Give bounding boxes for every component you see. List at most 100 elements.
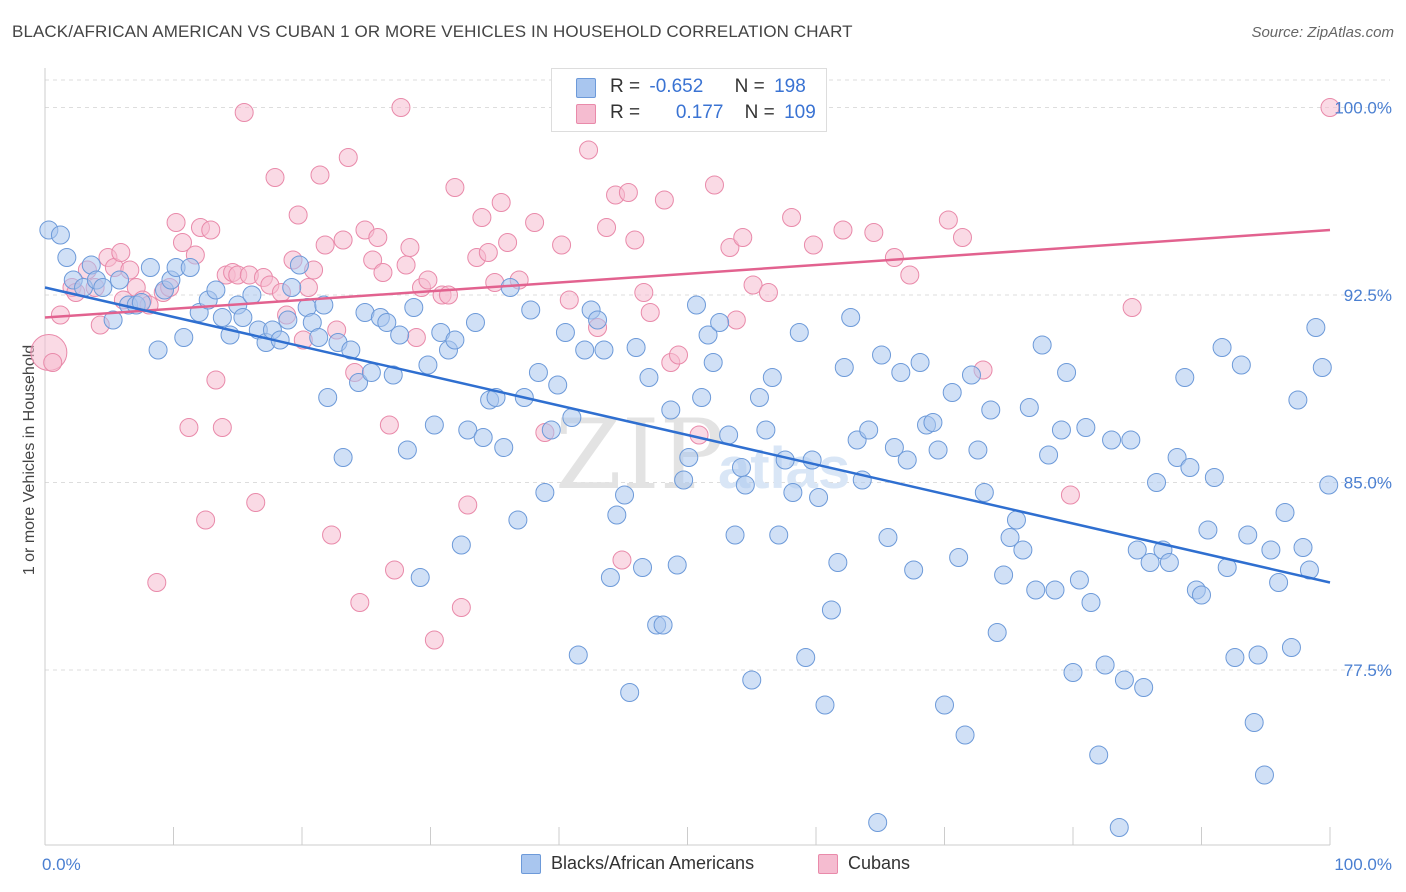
- blacks-point: [667, 555, 687, 575]
- blacks-point: [872, 345, 892, 365]
- blacks-point: [703, 353, 723, 372]
- blacks-point: [575, 340, 595, 360]
- blacks-point: [1254, 765, 1274, 785]
- source-note: Source: ZipAtlas.com: [1251, 24, 1394, 41]
- blacks-point: [762, 368, 782, 387]
- blacks-points: [39, 220, 1339, 837]
- blacks-point: [923, 413, 943, 432]
- blacks-point: [1248, 645, 1268, 665]
- axes: [44, 68, 1331, 846]
- blacks-point: [1167, 448, 1187, 467]
- blacks-point: [1180, 458, 1200, 477]
- cubans-point: [445, 178, 465, 197]
- blacks-point: [233, 308, 253, 327]
- cubans-point: [288, 205, 308, 225]
- blacks-point: [333, 448, 353, 467]
- cubans-point: [478, 243, 498, 262]
- cubans-point: [579, 140, 599, 160]
- blacks-point: [620, 683, 640, 702]
- blacks-point: [1006, 510, 1026, 530]
- blacks-point: [1000, 528, 1020, 547]
- blacks-point: [742, 670, 762, 690]
- blacks-point: [828, 553, 848, 572]
- blacks-point: [692, 388, 712, 407]
- blacks-point: [1212, 338, 1232, 357]
- blacks-point: [180, 258, 200, 277]
- blacks-point: [981, 400, 1001, 420]
- blacks-point: [140, 258, 160, 277]
- cubans-point: [111, 243, 131, 262]
- blacks-point: [1121, 430, 1141, 450]
- blacks-point: [242, 285, 262, 305]
- cubans-point: [406, 328, 426, 347]
- cubans-point: [43, 353, 63, 372]
- cubans-point: [884, 248, 904, 267]
- blacks-point: [1244, 713, 1264, 732]
- cubans-point: [179, 418, 199, 437]
- blacks-point: [1051, 420, 1071, 440]
- blacks-point: [541, 420, 561, 440]
- blacks-point: [639, 368, 659, 387]
- blacks-point: [1306, 318, 1326, 337]
- cubans-point: [720, 238, 740, 257]
- cubans-point: [612, 550, 632, 570]
- blacks-point: [910, 353, 930, 372]
- cubans-point: [782, 208, 802, 227]
- blacks-point: [349, 373, 369, 392]
- blacks-point: [1293, 538, 1313, 557]
- blacks-point: [1147, 473, 1167, 492]
- blacks-point: [1013, 540, 1033, 560]
- cubans-point: [743, 275, 763, 295]
- blacks-point: [410, 568, 430, 587]
- blacks-point: [1109, 818, 1129, 837]
- blacks-point: [1281, 638, 1301, 657]
- blacks-point: [1019, 398, 1039, 417]
- blacks-point: [1089, 745, 1109, 765]
- cubans-point: [373, 263, 393, 282]
- blacks-point: [1231, 355, 1251, 375]
- legend-cubans-swatch: [818, 854, 838, 874]
- cubans-point: [803, 235, 823, 255]
- cubans-point: [758, 283, 778, 302]
- cubans-point: [391, 98, 411, 117]
- blacks-point: [698, 325, 718, 345]
- cubans-point: [379, 415, 399, 435]
- blacks-point: [769, 525, 789, 545]
- blacks-point: [615, 485, 635, 505]
- cubans-point: [491, 193, 511, 212]
- cubans-point: [315, 235, 335, 255]
- blacks-point: [841, 308, 861, 327]
- cubans-point: [265, 168, 285, 187]
- blacks-point: [1198, 520, 1218, 540]
- cubans-point: [618, 183, 638, 202]
- blacks-point: [600, 568, 620, 587]
- blacks-point: [1261, 540, 1281, 560]
- blacks-point: [206, 280, 226, 300]
- cubans-point: [166, 213, 186, 232]
- cubans-point: [625, 230, 645, 250]
- blacks-point: [1319, 475, 1339, 495]
- cubans-point: [833, 220, 853, 240]
- blacks-point: [731, 458, 751, 477]
- blacks-point: [928, 440, 948, 460]
- cubans-point: [472, 208, 492, 227]
- n-label: N =: [744, 102, 775, 123]
- blacks-point: [282, 278, 302, 297]
- cubans-point: [1060, 485, 1080, 505]
- blacks-point: [859, 420, 879, 440]
- blacks-point: [834, 358, 854, 377]
- cubans-point: [559, 290, 579, 310]
- cubans-point: [952, 228, 972, 247]
- blacks-point: [1102, 430, 1122, 450]
- cubans-point: [363, 250, 383, 270]
- blacks-point: [749, 388, 769, 407]
- blacks-point: [148, 340, 168, 360]
- cubans-point: [498, 233, 518, 252]
- blacks-point: [1026, 580, 1046, 600]
- blacks-point: [93, 278, 113, 297]
- y-tick-label: 92.5%: [1344, 286, 1392, 305]
- blacks-point: [548, 375, 568, 395]
- blacks-point: [1045, 580, 1065, 600]
- blacks-point: [891, 363, 911, 382]
